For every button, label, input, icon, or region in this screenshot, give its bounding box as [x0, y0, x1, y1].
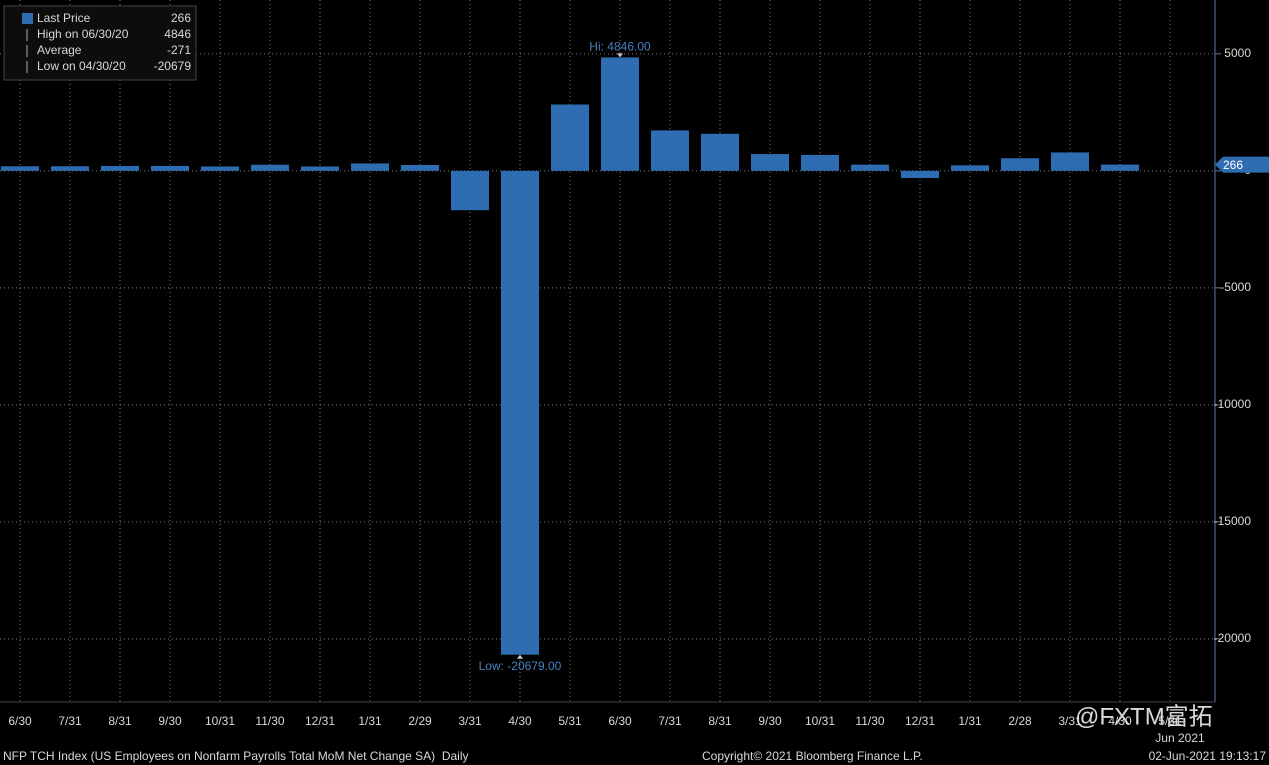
- x-tick-label: 8/31: [708, 714, 732, 728]
- legend-value: -271: [167, 43, 191, 57]
- bar: [701, 133, 739, 171]
- x-tick-label: 2/28: [1008, 714, 1032, 728]
- x-tick-label: 12/31: [305, 714, 335, 728]
- bar: [1101, 164, 1139, 171]
- x-tick-label: 7/31: [58, 714, 82, 728]
- bar: [51, 166, 89, 171]
- bar: [951, 165, 989, 171]
- bar: [551, 104, 589, 171]
- x-tick-label: 3/31: [1058, 714, 1082, 728]
- bar: [301, 166, 339, 171]
- legend-name: Last Price: [37, 11, 91, 25]
- footer-description: NFP TCH Index (US Employees on Nonfarm P…: [3, 749, 469, 763]
- legend-value: -20679: [154, 59, 192, 73]
- bar: [901, 170, 939, 178]
- x-tick-label: 3/31: [458, 714, 482, 728]
- legend-name: Low on 04/30/20: [37, 59, 126, 73]
- x-tick-label: 2/29: [408, 714, 432, 728]
- x-tick-label: 12/31: [905, 714, 935, 728]
- x-tick-label: 6/30: [608, 714, 632, 728]
- x-tick-label: 4/30: [508, 714, 532, 728]
- bar: [601, 57, 639, 171]
- last-price-tag: [1215, 156, 1269, 173]
- bar: [451, 170, 489, 211]
- x-tick-label: 11/30: [255, 714, 284, 728]
- bar: [351, 163, 389, 171]
- x-tick-label: 1/31: [358, 714, 382, 728]
- bar: [1, 166, 39, 171]
- footer-copyright: Copyright© 2021 Bloomberg Finance L.P.: [702, 749, 923, 763]
- bar: [851, 164, 889, 171]
- y-tick-label: -10000: [1214, 397, 1252, 411]
- last-price-label: 266: [1223, 158, 1243, 172]
- x-tick-label: 5/31: [558, 714, 582, 728]
- high-annotation: Hi: 4846.00: [589, 40, 651, 54]
- x-tick-label: 6/30: [8, 714, 32, 728]
- x-tick-label: 10/31: [805, 714, 835, 728]
- legend: Last Price 266 High on 06/30/20 4846 Average…: [3, 5, 197, 81]
- bar: [201, 166, 239, 171]
- bar: [1001, 158, 1039, 171]
- bar: [251, 164, 289, 171]
- legend-swatch: [22, 13, 33, 24]
- bar: [501, 170, 539, 655]
- x-period-label: Jun 2021: [1155, 731, 1205, 745]
- legend-box: [3, 5, 197, 81]
- bar: [151, 165, 189, 171]
- x-tick-label: 1/31: [958, 714, 982, 728]
- x-tick-label: 11/30: [855, 714, 884, 728]
- bar: [801, 154, 839, 171]
- low-annotation: Low: -20679.00: [479, 659, 562, 673]
- x-tick-label: 9/30: [158, 714, 182, 728]
- high-marker: [617, 53, 623, 58]
- bar: [651, 130, 689, 171]
- bar: [1051, 152, 1089, 171]
- legend-value: 4846: [164, 27, 191, 41]
- legend-name: Average: [37, 43, 82, 57]
- y-tick-label: -15000: [1214, 514, 1252, 528]
- footer-timestamp: 02-Jun-2021 19:13:17: [1149, 749, 1267, 763]
- watermark: @FXTM富拓: [1075, 703, 1213, 730]
- x-tick-label: 9/30: [758, 714, 782, 728]
- marks-layer: [1, 57, 1139, 655]
- y-tick-label: -5000: [1220, 280, 1251, 294]
- y-tick-label: 5000: [1224, 46, 1251, 60]
- x-tick-label: 8/31: [108, 714, 132, 728]
- x-tick-label: 4/30: [1108, 714, 1132, 728]
- bar: [101, 165, 139, 171]
- x-tick-label: 7/31: [658, 714, 682, 728]
- bar: [401, 164, 439, 171]
- y-tick-label: -20000: [1214, 631, 1252, 645]
- low-marker: [517, 654, 523, 659]
- x-tick-label: 10/31: [205, 714, 235, 728]
- legend-value: 266: [171, 11, 191, 25]
- x-tick-label: 5/31: [1158, 714, 1182, 728]
- bar: [751, 154, 789, 171]
- legend-name: High on 06/30/20: [37, 27, 129, 41]
